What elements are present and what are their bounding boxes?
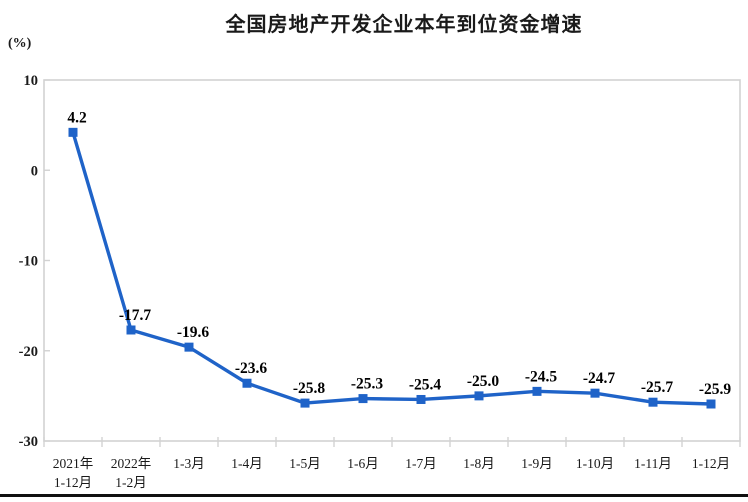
x-category-label: 1-10月 bbox=[576, 456, 614, 471]
x-category-label: 1-6月 bbox=[347, 456, 379, 471]
data-point bbox=[532, 386, 542, 396]
y-axis-tick-label: -10 bbox=[19, 254, 38, 270]
x-category-label: 1-5月 bbox=[289, 456, 321, 471]
bottom-divider bbox=[0, 494, 748, 497]
x-category-label: 1-9月 bbox=[521, 456, 553, 471]
data-point-label: -25.4 bbox=[409, 376, 442, 393]
x-category-label: 1-11月 bbox=[634, 456, 672, 471]
chart-title: 全国房地产开发企业本年到位资金增速 bbox=[225, 14, 583, 36]
data-point-label: -23.6 bbox=[235, 360, 268, 377]
data-point-label: -19.6 bbox=[177, 324, 210, 341]
y-axis-tick-label: 10 bbox=[24, 73, 39, 89]
data-point-label: -24.5 bbox=[525, 368, 558, 385]
x-category-label: 1-8月 bbox=[463, 456, 495, 471]
y-axis-tick-label: -20 bbox=[19, 344, 38, 360]
data-point-label: -25.9 bbox=[699, 381, 732, 398]
data-point bbox=[358, 394, 368, 404]
data-point bbox=[242, 378, 252, 388]
data-point-label: -17.7 bbox=[119, 307, 152, 324]
plot-border bbox=[43, 79, 741, 442]
data-point-label: 4.2 bbox=[67, 109, 87, 126]
data-point-label: -25.7 bbox=[641, 379, 674, 396]
x-category-label: 1-12月 bbox=[692, 456, 730, 471]
x-category-label: 1-7月 bbox=[405, 456, 437, 471]
data-line bbox=[71, 130, 713, 406]
data-point bbox=[68, 127, 78, 137]
y-axis-unit-label: (%) bbox=[8, 36, 32, 51]
data-point bbox=[474, 391, 484, 401]
data-point-label: -24.7 bbox=[583, 370, 616, 387]
data-point bbox=[590, 388, 600, 398]
data-point bbox=[300, 398, 310, 408]
data-point-label: -25.3 bbox=[351, 376, 384, 393]
data-point-label: -25.8 bbox=[293, 380, 326, 397]
data-point bbox=[416, 394, 426, 404]
y-axis-tick-label: -30 bbox=[19, 434, 38, 450]
data-point bbox=[706, 399, 716, 409]
x-category-label: 1-4月 bbox=[231, 456, 263, 471]
y-axis-tick-label: 0 bbox=[31, 163, 38, 179]
data-point bbox=[648, 397, 658, 407]
data-point bbox=[126, 325, 136, 335]
data-point bbox=[184, 342, 194, 352]
x-category-label: 2022年 1-2月 bbox=[111, 456, 152, 490]
x-category-label: 1-3月 bbox=[173, 456, 205, 471]
x-category-label: 2021年 1-12月 bbox=[53, 456, 94, 490]
data-point-label: -25.0 bbox=[467, 373, 500, 390]
